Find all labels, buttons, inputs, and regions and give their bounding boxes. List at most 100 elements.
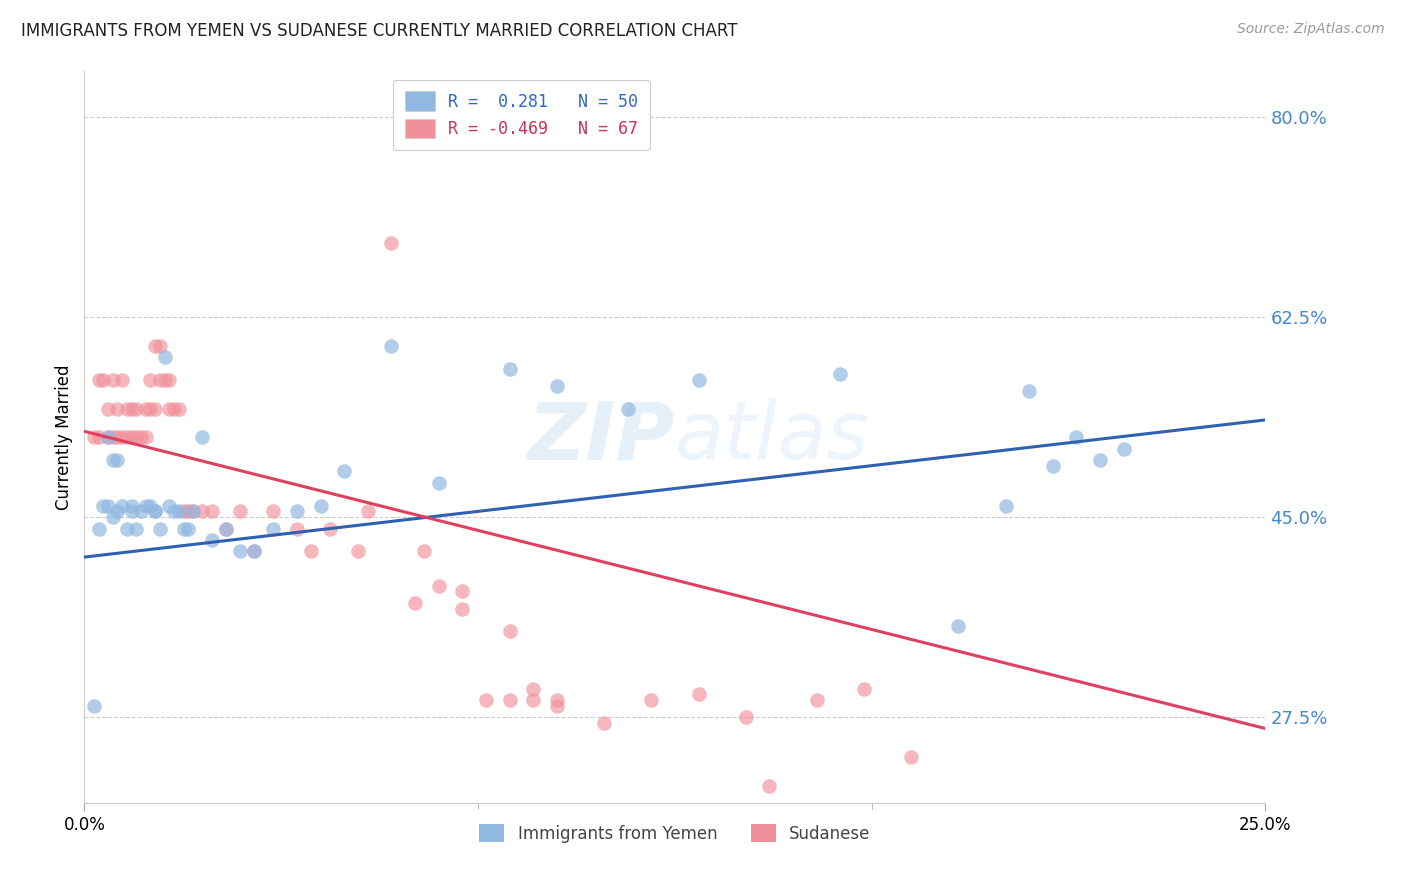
Point bbox=[143, 338, 166, 352]
Point bbox=[427, 475, 450, 490]
Point bbox=[143, 401, 166, 416]
Point bbox=[97, 499, 120, 513]
Point bbox=[149, 338, 172, 352]
Legend: Immigrants from Yemen, Sudanese: Immigrants from Yemen, Sudanese bbox=[472, 818, 877, 849]
Point bbox=[107, 430, 129, 444]
Point bbox=[285, 504, 308, 518]
Point bbox=[149, 521, 172, 535]
Point bbox=[143, 504, 166, 518]
Point bbox=[125, 521, 148, 535]
Point bbox=[229, 504, 252, 518]
Point bbox=[688, 687, 710, 701]
Text: ZIP: ZIP bbox=[527, 398, 675, 476]
Point bbox=[87, 521, 110, 535]
Point bbox=[546, 378, 568, 392]
Point bbox=[91, 499, 114, 513]
Point bbox=[357, 504, 380, 518]
Point bbox=[413, 544, 436, 558]
Point bbox=[191, 430, 214, 444]
Text: atlas: atlas bbox=[675, 398, 870, 476]
Point bbox=[97, 430, 120, 444]
Point bbox=[97, 401, 120, 416]
Point bbox=[688, 373, 710, 387]
Point bbox=[121, 430, 143, 444]
Point bbox=[139, 499, 162, 513]
Point bbox=[177, 504, 200, 518]
Point bbox=[1018, 384, 1040, 399]
Point bbox=[181, 504, 204, 518]
Point bbox=[149, 373, 172, 387]
Text: IMMIGRANTS FROM YEMEN VS SUDANESE CURRENTLY MARRIED CORRELATION CHART: IMMIGRANTS FROM YEMEN VS SUDANESE CURREN… bbox=[21, 22, 738, 40]
Point bbox=[111, 373, 134, 387]
Point bbox=[640, 693, 662, 707]
Point bbox=[167, 504, 190, 518]
Point bbox=[135, 499, 157, 513]
Point bbox=[125, 401, 148, 416]
Point bbox=[285, 521, 308, 535]
Point bbox=[593, 715, 616, 730]
Point bbox=[163, 401, 186, 416]
Point bbox=[498, 361, 520, 376]
Point bbox=[380, 235, 402, 250]
Point bbox=[83, 698, 105, 713]
Point bbox=[107, 504, 129, 518]
Point bbox=[1042, 458, 1064, 473]
Point bbox=[1088, 453, 1111, 467]
Point bbox=[163, 504, 186, 518]
Point bbox=[451, 601, 474, 615]
Point bbox=[157, 373, 180, 387]
Point bbox=[475, 693, 498, 707]
Point bbox=[243, 544, 266, 558]
Point bbox=[125, 430, 148, 444]
Point bbox=[758, 779, 780, 793]
Point bbox=[107, 401, 129, 416]
Point bbox=[87, 373, 110, 387]
Point bbox=[299, 544, 322, 558]
Point bbox=[262, 521, 284, 535]
Point bbox=[380, 338, 402, 352]
Point bbox=[201, 504, 224, 518]
Point bbox=[215, 521, 238, 535]
Point bbox=[101, 510, 124, 524]
Point bbox=[139, 401, 162, 416]
Point bbox=[734, 710, 756, 724]
Point bbox=[87, 430, 110, 444]
Point bbox=[404, 596, 426, 610]
Point bbox=[191, 504, 214, 518]
Point bbox=[121, 499, 143, 513]
Point bbox=[806, 693, 828, 707]
Point bbox=[153, 350, 176, 364]
Point bbox=[347, 544, 370, 558]
Point bbox=[129, 430, 152, 444]
Point bbox=[83, 430, 105, 444]
Point bbox=[121, 401, 143, 416]
Point bbox=[616, 401, 638, 416]
Point bbox=[129, 504, 152, 518]
Point bbox=[97, 430, 120, 444]
Point bbox=[111, 499, 134, 513]
Point bbox=[948, 618, 970, 632]
Point bbox=[143, 504, 166, 518]
Point bbox=[139, 373, 162, 387]
Point bbox=[101, 430, 124, 444]
Point bbox=[173, 504, 195, 518]
Point bbox=[91, 373, 114, 387]
Point bbox=[115, 430, 138, 444]
Point bbox=[498, 693, 520, 707]
Point bbox=[522, 693, 544, 707]
Point bbox=[427, 579, 450, 593]
Point bbox=[157, 401, 180, 416]
Point bbox=[309, 499, 332, 513]
Point bbox=[181, 504, 204, 518]
Point bbox=[546, 693, 568, 707]
Point bbox=[101, 373, 124, 387]
Point bbox=[451, 584, 474, 599]
Point bbox=[498, 624, 520, 639]
Point bbox=[262, 504, 284, 518]
Point bbox=[900, 750, 922, 764]
Point bbox=[1066, 430, 1088, 444]
Point bbox=[101, 453, 124, 467]
Point bbox=[173, 521, 195, 535]
Point bbox=[215, 521, 238, 535]
Point bbox=[830, 368, 852, 382]
